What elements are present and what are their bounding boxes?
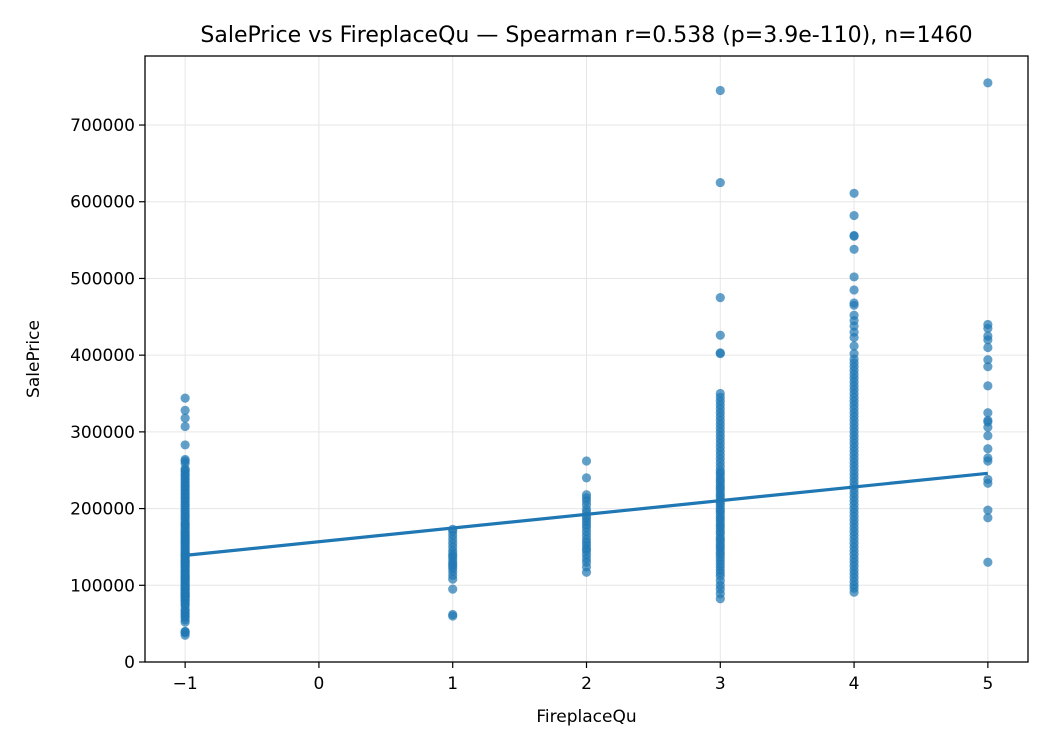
x-tick-label: 3 [715,674,726,694]
data-point [715,388,725,399]
data-point [849,272,859,282]
data-point [983,505,993,515]
trend-line-group [184,471,989,557]
data-point [983,319,993,330]
data-point [581,490,592,500]
data-point [849,341,859,351]
data-point [180,626,190,636]
y-tick-label: 100000 [70,576,135,596]
data-point [180,454,190,465]
y-axis-ticks: 0 100000 200000 300000 400000 500000 600000 700… [70,116,145,673]
data-point [180,440,190,450]
chart-title: SalePrice vs FireplaceQu — Spearman r=0.… [200,23,972,48]
x-tick-label: −1 [173,674,198,694]
data-point [715,177,725,188]
data-point [983,431,993,441]
data-point [849,210,859,221]
data-point [983,415,993,425]
data-point [849,310,859,320]
data-point [715,293,725,303]
x-tick-label: 0 [314,674,325,694]
data-point [983,557,993,567]
data-point [983,78,993,88]
data-point [983,453,993,463]
data-point [448,584,458,594]
data-point [581,456,592,466]
data-point [849,285,859,295]
data-point [983,362,993,372]
x-tick-label: 2 [581,674,592,694]
data-point [983,444,993,454]
data-point [180,405,190,415]
data-point [849,349,859,359]
data-points [180,78,993,640]
data-point [180,393,190,403]
data-point [448,609,458,620]
data-point [715,330,725,340]
y-tick-label: 300000 [70,423,135,443]
data-point [715,348,725,358]
y-tick-label: 500000 [70,269,135,289]
data-point [983,513,993,523]
data-point [983,331,993,341]
data-point [849,188,859,198]
y-tick-label: 0 [124,653,135,673]
y-tick-label: 200000 [70,500,135,520]
data-point [581,473,592,483]
x-tick-label: 1 [447,674,458,694]
y-axis-label: SalePrice [24,320,44,398]
data-point [180,421,190,432]
x-tick-label: 5 [982,674,993,694]
x-tick-label: 4 [849,674,860,694]
data-point [849,230,859,241]
data-point [849,244,859,254]
data-point [983,342,993,353]
data-point [983,355,993,365]
y-tick-label: 700000 [70,116,135,136]
y-tick-label: 600000 [70,193,135,213]
data-point [983,408,993,418]
data-point [180,413,190,423]
data-point [983,474,993,485]
y-tick-label: 400000 [70,346,135,366]
data-point [849,298,859,308]
data-point [715,85,725,96]
data-point [983,381,993,391]
x-axis-label: FireplaceQu [536,707,636,727]
x-axis-ticks: −1 0 1 2 3 4 5 [173,662,993,694]
trend-line [184,471,989,557]
